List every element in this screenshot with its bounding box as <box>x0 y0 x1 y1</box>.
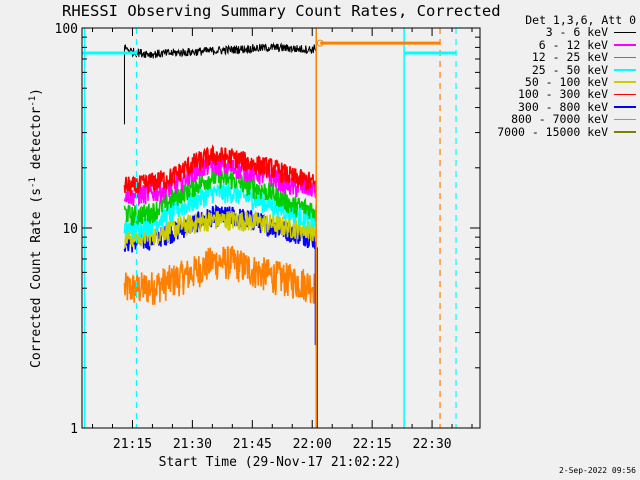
y-tick-label: 1 <box>70 422 78 437</box>
legend-item: 25 - 50 keV <box>484 62 636 77</box>
chart-title: RHESSI Observing Summary Count Rates, Co… <box>62 2 501 20</box>
series-line-0 <box>124 42 317 59</box>
legend-item: 12 - 25 keV <box>484 50 636 65</box>
legend-item: 7000 - 15000 keV <box>484 124 636 139</box>
legend-swatch <box>614 56 636 59</box>
x-axis-label: Start Time (29-Nov-17 21:02:22) <box>158 455 402 470</box>
legend-label: 300 - 800 keV <box>517 99 608 114</box>
timestamp: 2-Sep-2022 09:56 <box>558 466 636 475</box>
legend-item: 3 - 6 keV <box>484 25 636 40</box>
series-line-5 <box>123 144 317 198</box>
legend-label: 12 - 25 keV <box>531 50 608 65</box>
legend-swatch <box>614 106 636 108</box>
x-tick-label: 21:30 <box>173 437 212 452</box>
legend-swatch <box>614 69 636 71</box>
legend-label: 6 - 12 keV <box>538 37 608 52</box>
start-marker <box>316 39 324 47</box>
legend-swatch <box>614 131 636 133</box>
legend-swatch <box>614 93 636 96</box>
legend-label: 800 - 7000 keV <box>511 112 608 127</box>
legend-item: 300 - 800 keV <box>484 99 636 114</box>
legend-item: 50 - 100 keV <box>484 76 636 88</box>
legend-label: 3 - 6 keV <box>545 25 608 40</box>
series-line-2 <box>123 167 317 227</box>
legend-swatch <box>614 44 636 46</box>
legend-item: 6 - 12 keV <box>484 37 636 52</box>
x-tick-label: 22:30 <box>412 437 451 452</box>
legend-label: 100 - 300 keV <box>517 87 608 102</box>
x-tick-label: 22:00 <box>293 437 332 452</box>
x-tick-label: 21:15 <box>113 437 152 452</box>
y-axis-label: Corrected Count Rate (s-1 detector-1) <box>27 88 45 368</box>
series-line-7 <box>123 245 317 305</box>
legend-swatch <box>614 31 636 34</box>
legend-item: 100 - 300 keV <box>484 87 636 102</box>
legend-label: 25 - 50 keV <box>531 62 608 77</box>
y-tick-label: 100 <box>55 22 78 37</box>
y-tick-label: 10 <box>62 222 78 237</box>
legend-label: 50 - 100 keV <box>524 75 608 90</box>
legend: Det 1,3,6, Att 0 3 - 6 keV 6 - 12 keV 12 -… <box>484 14 636 138</box>
x-tick-label: 21:45 <box>233 437 272 452</box>
legend-header: Det 1,3,6, Att 0 <box>525 13 636 27</box>
legend-item: 800 - 7000 keV <box>484 112 636 127</box>
legend-swatch <box>614 81 636 83</box>
legend-label: 7000 - 15000 keV <box>497 124 608 139</box>
legend-swatch <box>614 118 636 121</box>
x-tick-label: 22:15 <box>353 437 392 452</box>
